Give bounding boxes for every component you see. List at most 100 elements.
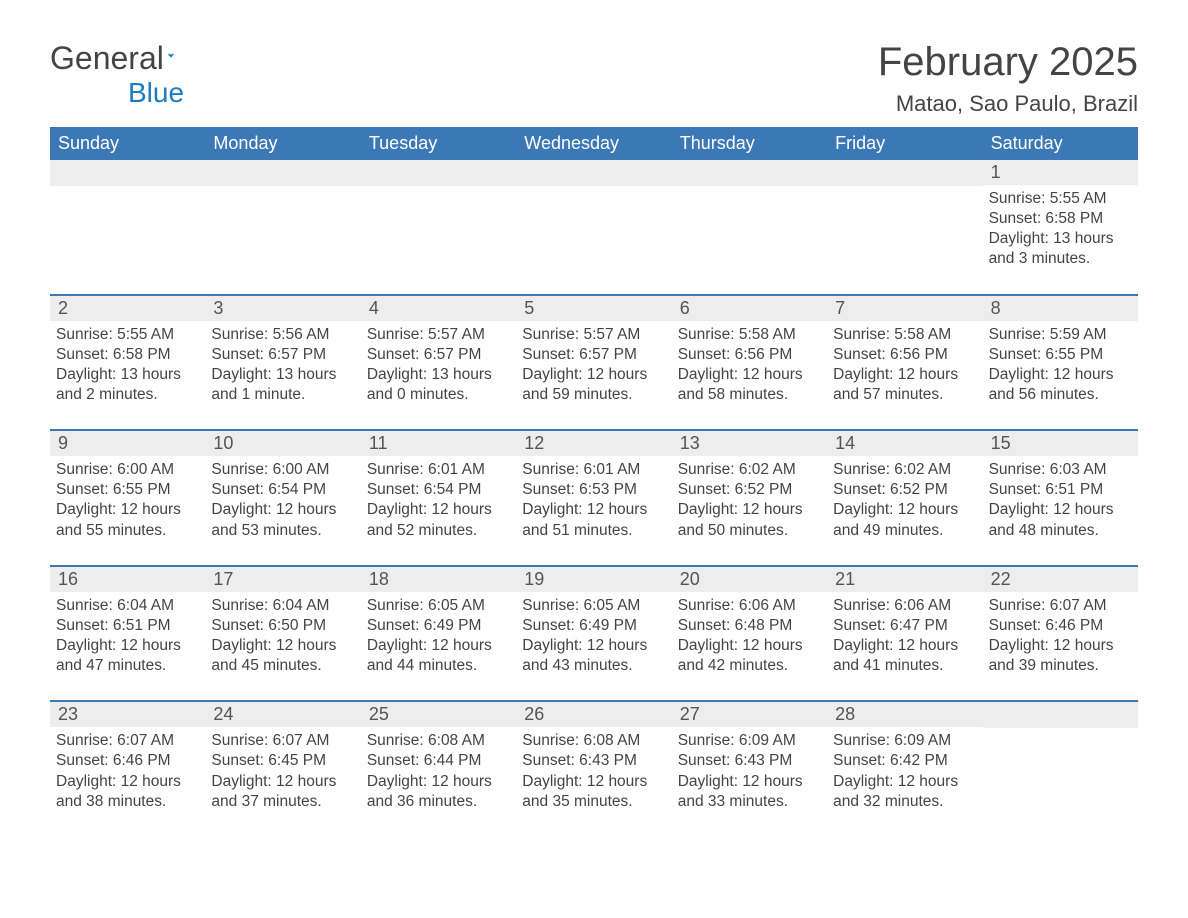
day-number: 15 — [983, 431, 1138, 456]
calendar-day-cell — [516, 160, 671, 280]
calendar-day-cell: 16Sunrise: 6:04 AMSunset: 6:51 PMDayligh… — [50, 567, 205, 687]
day-number: 10 — [205, 431, 360, 456]
logo-flag-icon — [168, 44, 174, 68]
day-details: Sunrise: 6:08 AMSunset: 6:44 PMDaylight:… — [367, 727, 510, 812]
day-number: 25 — [361, 702, 516, 727]
day-details: Sunrise: 6:09 AMSunset: 6:43 PMDaylight:… — [678, 727, 821, 812]
day-number: 23 — [50, 702, 205, 727]
day-details: Sunrise: 5:59 AMSunset: 6:55 PMDaylight:… — [989, 321, 1132, 406]
calendar-day-cell: 26Sunrise: 6:08 AMSunset: 6:43 PMDayligh… — [516, 702, 671, 822]
calendar-day-cell: 23Sunrise: 6:07 AMSunset: 6:46 PMDayligh… — [50, 702, 205, 822]
day-details: Sunrise: 6:01 AMSunset: 6:53 PMDaylight:… — [522, 456, 665, 541]
day-details: Sunrise: 5:57 AMSunset: 6:57 PMDaylight:… — [367, 321, 510, 406]
day-number — [827, 160, 982, 186]
calendar-day-cell: 5Sunrise: 5:57 AMSunset: 6:57 PMDaylight… — [516, 296, 671, 416]
weekday-tuesday: Tuesday — [361, 127, 516, 160]
logo-text-blue: Blue — [128, 77, 1188, 109]
day-number: 16 — [50, 567, 205, 592]
day-details: Sunrise: 5:55 AMSunset: 6:58 PMDaylight:… — [989, 185, 1132, 270]
day-details: Sunrise: 6:05 AMSunset: 6:49 PMDaylight:… — [522, 592, 665, 677]
day-number: 1 — [983, 160, 1138, 185]
calendar-day-cell — [983, 702, 1138, 822]
calendar-day-cell: 1Sunrise: 5:55 AMSunset: 6:58 PMDaylight… — [983, 160, 1138, 280]
calendar-day-cell — [827, 160, 982, 280]
calendar-day-cell: 3Sunrise: 5:56 AMSunset: 6:57 PMDaylight… — [205, 296, 360, 416]
day-number: 18 — [361, 567, 516, 592]
weekday-thursday: Thursday — [672, 127, 827, 160]
day-number: 26 — [516, 702, 671, 727]
calendar-grid: 1Sunrise: 5:55 AMSunset: 6:58 PMDaylight… — [50, 160, 1138, 822]
day-details: Sunrise: 6:04 AMSunset: 6:51 PMDaylight:… — [56, 592, 199, 677]
calendar-day-cell: 13Sunrise: 6:02 AMSunset: 6:52 PMDayligh… — [672, 431, 827, 551]
day-details: Sunrise: 6:04 AMSunset: 6:50 PMDaylight:… — [211, 592, 354, 677]
logo-text-general: General — [50, 40, 164, 77]
calendar-day-cell: 21Sunrise: 6:06 AMSunset: 6:47 PMDayligh… — [827, 567, 982, 687]
weekday-header-row: Sunday Monday Tuesday Wednesday Thursday… — [50, 127, 1138, 160]
calendar-week: 9Sunrise: 6:00 AMSunset: 6:55 PMDaylight… — [50, 429, 1138, 551]
calendar-week: 2Sunrise: 5:55 AMSunset: 6:58 PMDaylight… — [50, 294, 1138, 416]
calendar-day-cell: 8Sunrise: 5:59 AMSunset: 6:55 PMDaylight… — [983, 296, 1138, 416]
day-number — [50, 160, 205, 186]
calendar-day-cell: 10Sunrise: 6:00 AMSunset: 6:54 PMDayligh… — [205, 431, 360, 551]
weekday-monday: Monday — [205, 127, 360, 160]
weekday-wednesday: Wednesday — [516, 127, 671, 160]
calendar-day-cell: 18Sunrise: 6:05 AMSunset: 6:49 PMDayligh… — [361, 567, 516, 687]
day-number: 14 — [827, 431, 982, 456]
day-details: Sunrise: 5:58 AMSunset: 6:56 PMDaylight:… — [833, 321, 976, 406]
calendar-day-cell: 7Sunrise: 5:58 AMSunset: 6:56 PMDaylight… — [827, 296, 982, 416]
calendar-day-cell: 4Sunrise: 5:57 AMSunset: 6:57 PMDaylight… — [361, 296, 516, 416]
calendar-day-cell — [205, 160, 360, 280]
calendar-day-cell: 6Sunrise: 5:58 AMSunset: 6:56 PMDaylight… — [672, 296, 827, 416]
calendar-day-cell — [50, 160, 205, 280]
day-number: 11 — [361, 431, 516, 456]
day-number: 20 — [672, 567, 827, 592]
day-number: 24 — [205, 702, 360, 727]
weekday-sunday: Sunday — [50, 127, 205, 160]
calendar-day-cell: 25Sunrise: 6:08 AMSunset: 6:44 PMDayligh… — [361, 702, 516, 822]
day-details: Sunrise: 5:56 AMSunset: 6:57 PMDaylight:… — [211, 321, 354, 406]
calendar-day-cell: 28Sunrise: 6:09 AMSunset: 6:42 PMDayligh… — [827, 702, 982, 822]
day-details: Sunrise: 5:55 AMSunset: 6:58 PMDaylight:… — [56, 321, 199, 406]
day-details: Sunrise: 6:01 AMSunset: 6:54 PMDaylight:… — [367, 456, 510, 541]
calendar-day-cell: 15Sunrise: 6:03 AMSunset: 6:51 PMDayligh… — [983, 431, 1138, 551]
calendar-day-cell: 22Sunrise: 6:07 AMSunset: 6:46 PMDayligh… — [983, 567, 1138, 687]
day-details: Sunrise: 6:00 AMSunset: 6:54 PMDaylight:… — [211, 456, 354, 541]
day-details: Sunrise: 6:09 AMSunset: 6:42 PMDaylight:… — [833, 727, 976, 812]
calendar-day-cell: 17Sunrise: 6:04 AMSunset: 6:50 PMDayligh… — [205, 567, 360, 687]
day-number: 5 — [516, 296, 671, 321]
day-number: 2 — [50, 296, 205, 321]
calendar-week: 16Sunrise: 6:04 AMSunset: 6:51 PMDayligh… — [50, 565, 1138, 687]
day-number: 7 — [827, 296, 982, 321]
day-number — [361, 160, 516, 186]
day-number: 12 — [516, 431, 671, 456]
calendar-day-cell: 14Sunrise: 6:02 AMSunset: 6:52 PMDayligh… — [827, 431, 982, 551]
day-details: Sunrise: 6:06 AMSunset: 6:47 PMDaylight:… — [833, 592, 976, 677]
day-number: 4 — [361, 296, 516, 321]
day-number: 22 — [983, 567, 1138, 592]
day-details: Sunrise: 6:05 AMSunset: 6:49 PMDaylight:… — [367, 592, 510, 677]
calendar-day-cell: 12Sunrise: 6:01 AMSunset: 6:53 PMDayligh… — [516, 431, 671, 551]
day-number: 13 — [672, 431, 827, 456]
day-number — [983, 702, 1138, 728]
day-details: Sunrise: 6:02 AMSunset: 6:52 PMDaylight:… — [833, 456, 976, 541]
day-number — [516, 160, 671, 186]
day-number: 28 — [827, 702, 982, 727]
weekday-saturday: Saturday — [983, 127, 1138, 160]
calendar-day-cell: 19Sunrise: 6:05 AMSunset: 6:49 PMDayligh… — [516, 567, 671, 687]
day-number: 27 — [672, 702, 827, 727]
calendar-week: 23Sunrise: 6:07 AMSunset: 6:46 PMDayligh… — [50, 700, 1138, 822]
day-details: Sunrise: 5:57 AMSunset: 6:57 PMDaylight:… — [522, 321, 665, 406]
day-number: 17 — [205, 567, 360, 592]
day-details: Sunrise: 6:08 AMSunset: 6:43 PMDaylight:… — [522, 727, 665, 812]
weekday-friday: Friday — [827, 127, 982, 160]
day-details: Sunrise: 5:58 AMSunset: 6:56 PMDaylight:… — [678, 321, 821, 406]
logo: General — [50, 40, 202, 77]
day-details: Sunrise: 6:06 AMSunset: 6:48 PMDaylight:… — [678, 592, 821, 677]
day-number: 21 — [827, 567, 982, 592]
day-number: 8 — [983, 296, 1138, 321]
calendar-day-cell — [361, 160, 516, 280]
day-details: Sunrise: 6:07 AMSunset: 6:45 PMDaylight:… — [211, 727, 354, 812]
calendar-day-cell: 2Sunrise: 5:55 AMSunset: 6:58 PMDaylight… — [50, 296, 205, 416]
day-details: Sunrise: 6:02 AMSunset: 6:52 PMDaylight:… — [678, 456, 821, 541]
day-number: 3 — [205, 296, 360, 321]
